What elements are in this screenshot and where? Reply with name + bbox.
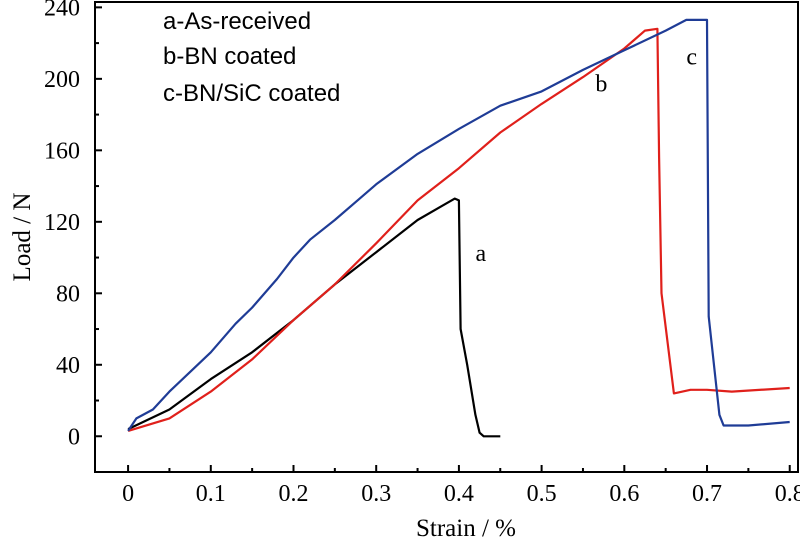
series-line-a [127,197,501,438]
y-tick-label: 0 [68,424,80,450]
curve-labels: a b c [475,45,697,268]
y-tick-label: 40 [56,353,80,379]
legend-entry-b: b-BN coated [163,43,296,70]
x-tick-label: 0.7 [692,481,722,507]
x-tick-label: 0.8 [775,481,800,507]
axis-tick-labels: 0 0.1 0.2 0.3 0.4 0.5 0.6 0.7 0.8 0 40 80 120 160 200 2… [44,0,800,507]
y-axis-title: Load / N [9,193,36,282]
y-tick-label: 200 [44,67,80,93]
x-axis-title: Strain / % [416,515,516,542]
x-tick-label: 0.1 [196,481,226,507]
x-tick-label: 0.6 [609,481,639,507]
x-tick-label: 0.2 [278,481,308,507]
y-tick-label: 80 [56,281,80,307]
curve-label-a: a [475,241,486,267]
y-tick-label: 160 [44,138,80,164]
series-line-c [127,18,790,432]
legend-entry-c: c-BN/SiC coated [163,80,340,107]
axis-ticks [95,6,791,472]
x-tick-label: 0 [122,481,134,507]
curve-label-c: c [686,45,697,71]
series-layer [127,18,790,438]
y-tick-label: 240 [44,0,80,21]
x-tick-label: 0.3 [361,481,391,507]
curve-label-b: b [595,71,607,97]
series-line-b [127,27,790,432]
x-tick-label: 0.5 [527,481,557,507]
legend-entry-a: a-As-received [163,8,311,35]
y-tick-label: 120 [44,210,80,236]
plot-frame [94,1,799,473]
legend: a-As-received b-BN coated c-BN/SiC coate… [163,8,340,107]
x-tick-label: 0.4 [444,481,474,507]
